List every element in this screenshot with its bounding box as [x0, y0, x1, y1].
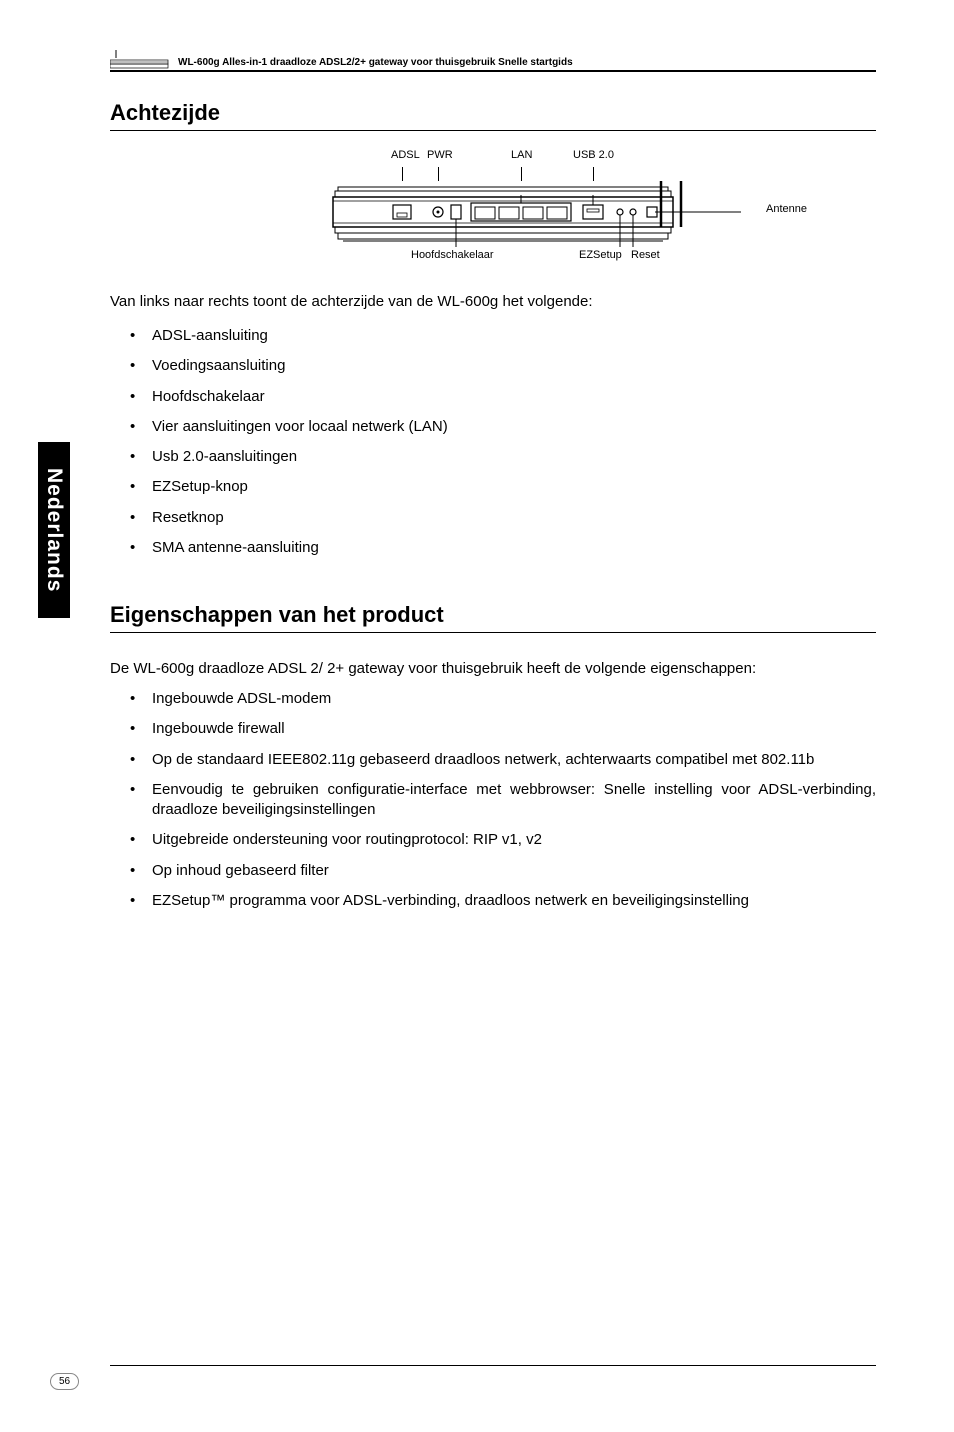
- section1-title: Achtezijde: [110, 100, 876, 131]
- section2-title: Eigenschappen van het product: [110, 602, 876, 633]
- label-ezsetup: EZSetup: [579, 249, 622, 261]
- router-rear-view: Antenne: [243, 181, 743, 247]
- rear-diagram-container: ADSL PWR LAN USB 2.0: [110, 149, 876, 269]
- list-item: EZSetup-knop: [152, 477, 876, 497]
- list-item: Op de standaard IEEE802.11g gebaseerd dr…: [152, 750, 876, 770]
- list-item: SMA antenne-aansluiting: [152, 538, 876, 558]
- section2-bullets: Ingebouwde ADSL-modem Ingebouwde firewal…: [110, 689, 876, 911]
- header-router-icon: [110, 50, 170, 68]
- list-item: Resetknop: [152, 508, 876, 528]
- list-item: ADSL-aansluiting: [152, 326, 876, 346]
- list-item: Voedingsaansluiting: [152, 356, 876, 376]
- page-content: WL-600g Alles-in-1 draadloze ADSL2/2+ ga…: [0, 0, 954, 971]
- diagram-bottom-labels: Hoofdschakelaar EZSetup Reset: [243, 249, 743, 269]
- label-usb: USB 2.0: [573, 149, 614, 161]
- list-item: Vier aansluitingen voor locaal netwerk (…: [152, 417, 876, 437]
- list-item: Ingebouwde firewall: [152, 719, 876, 739]
- list-item: Eenvoudig te gebruiken configuratie-inte…: [152, 780, 876, 821]
- page-number: 56: [50, 1373, 79, 1390]
- router-svg: [243, 181, 743, 247]
- rear-diagram: ADSL PWR LAN USB 2.0: [243, 149, 743, 269]
- list-item: Ingebouwde ADSL-modem: [152, 689, 876, 709]
- label-reset: Reset: [631, 249, 660, 261]
- page-header: WL-600g Alles-in-1 draadloze ADSL2/2+ ga…: [110, 50, 876, 72]
- footer-divider: [110, 1365, 876, 1366]
- mini-router-icon: [110, 50, 170, 70]
- section2-intro: De WL-600g draadloze ADSL 2/ 2+ gateway …: [110, 651, 876, 687]
- list-item: EZSetup™ programma voor ADSL-verbinding,…: [152, 891, 876, 911]
- header-title: WL-600g Alles-in-1 draadloze ADSL2/2+ ga…: [178, 57, 573, 68]
- label-pwr: PWR: [427, 149, 453, 161]
- list-item: Op inhoud gebaseerd filter: [152, 861, 876, 881]
- diagram-top-labels: ADSL PWR LAN USB 2.0: [243, 149, 743, 167]
- list-item: Hoofdschakelaar: [152, 387, 876, 407]
- label-lan: LAN: [511, 149, 532, 161]
- label-antenna: Antenne: [766, 203, 807, 215]
- list-item: Usb 2.0-aansluitingen: [152, 447, 876, 467]
- label-adsl: ADSL: [391, 149, 420, 161]
- label-hoofdschakelaar: Hoofdschakelaar: [411, 249, 494, 261]
- section1-intro: Van links naar rechts toont de achterzij…: [110, 291, 876, 312]
- section2: Eigenschappen van het product De WL-600g…: [110, 602, 876, 911]
- diagram-top-connectors: [243, 167, 743, 181]
- section1-bullets: ADSL-aansluiting Voedingsaansluiting Hoo…: [110, 326, 876, 558]
- list-item: Uitgebreide ondersteuning voor routingpr…: [152, 830, 876, 850]
- page-number-text: 56: [59, 1376, 70, 1387]
